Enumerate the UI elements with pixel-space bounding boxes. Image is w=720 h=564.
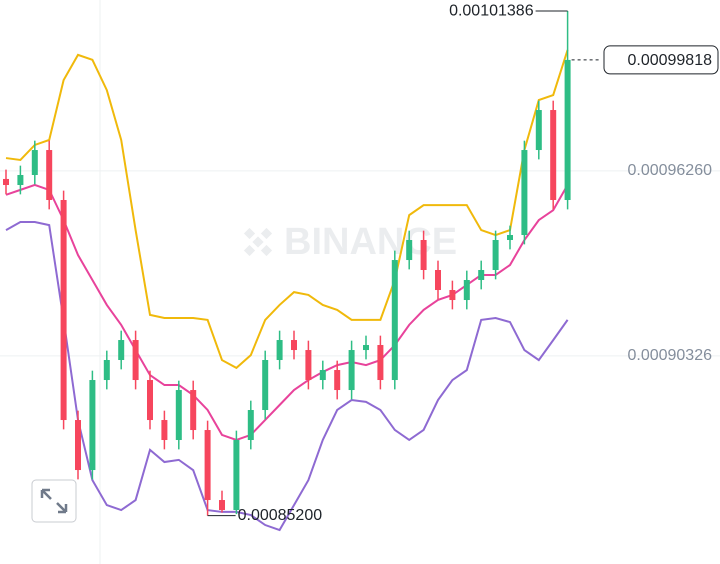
expand-icon[interactable] [40, 488, 68, 514]
candle-body [420, 240, 427, 270]
watermark-text: BINANCE [284, 221, 457, 263]
band-line [5, 183, 569, 441]
last-price-box [603, 45, 719, 75]
candle-body [449, 290, 456, 301]
y-tick-label: 0.00090326 [627, 347, 712, 364]
watermark: BINANCE [243, 221, 457, 263]
candle-body [132, 340, 139, 381]
candle-body [535, 110, 542, 151]
candle-body [463, 280, 470, 301]
candle-body [89, 380, 96, 471]
candle-body [435, 269, 441, 291]
candle-body [175, 390, 182, 441]
candle-body [348, 350, 355, 391]
candle-body [319, 370, 326, 381]
candle-body [492, 240, 499, 270]
last-price-label: 0.00099818 [627, 52, 712, 69]
candle-body [247, 410, 254, 441]
low-label: 0.00085200 [238, 507, 323, 524]
candle-body [305, 350, 312, 381]
candle-body [161, 420, 168, 441]
band-line [5, 49, 569, 370]
candle-body [564, 59, 571, 201]
candle-body [147, 380, 153, 421]
candle-body [262, 360, 269, 411]
candle-body [46, 150, 53, 201]
candle-body [17, 174, 24, 186]
candle-body [204, 430, 211, 501]
candle-body [334, 370, 341, 391]
candle-body [118, 340, 125, 361]
expand-button[interactable] [31, 479, 77, 523]
candle-body [233, 440, 240, 511]
candle-body [507, 235, 513, 241]
candle-body [3, 178, 9, 186]
candle-body [406, 240, 413, 261]
candle-body [60, 200, 67, 421]
candle-body [75, 420, 81, 471]
candle-body [291, 340, 297, 351]
candle-body [103, 360, 110, 381]
candle-body [190, 390, 197, 431]
candle-body [550, 110, 557, 201]
candle-body [31, 150, 38, 175]
candle-body [363, 345, 369, 351]
y-tick-label: 0.00096260 [627, 162, 712, 179]
candle-body [219, 500, 225, 511]
candle-body [521, 150, 528, 236]
candle-body [391, 260, 398, 381]
high-label: 0.00101386 [449, 2, 534, 19]
expand-button-box[interactable] [31, 479, 77, 523]
band-line [5, 220, 569, 532]
candle-body [478, 269, 485, 281]
candle-body [377, 345, 384, 381]
candle-body [276, 340, 283, 361]
